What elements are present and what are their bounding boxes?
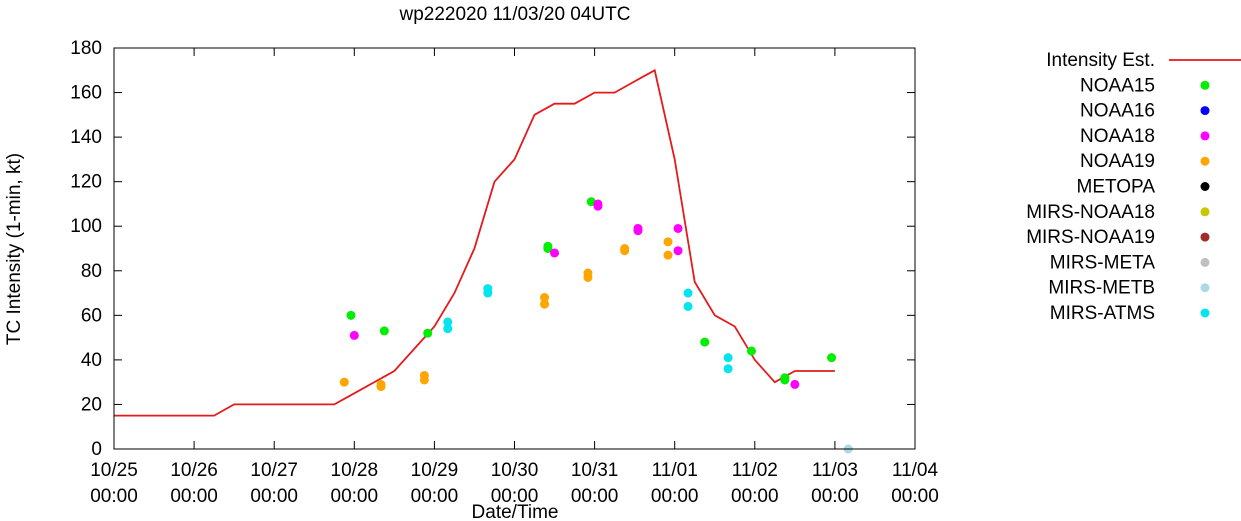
data-point-mirs-atms — [443, 317, 453, 327]
y-tick-label: 60 — [81, 305, 102, 326]
data-point-noaa15 — [543, 244, 553, 253]
data-point-noaa19 — [419, 375, 429, 385]
x-tick-label-date: 10/27 — [250, 460, 298, 481]
x-tick-label-time: 00:00 — [651, 486, 699, 507]
x-tick-label-time: 00:00 — [90, 486, 138, 507]
y-axis-label: TC Intensity (1-min, kt) — [4, 153, 25, 345]
data-point-mirs-atms — [683, 288, 693, 298]
data-point-noaa15 — [700, 337, 710, 347]
chart-title: wp222020 11/03/20 04UTC — [399, 4, 631, 25]
y-tick-label: 0 — [91, 439, 102, 460]
data-point-noaa15 — [746, 346, 756, 356]
data-point-noaa19 — [540, 293, 550, 303]
x-tick-label-time: 00:00 — [170, 486, 218, 507]
y-tick-label: 20 — [81, 394, 102, 415]
legend-swatch-dot — [1200, 106, 1210, 116]
data-point-mirs-atms — [723, 353, 733, 363]
data-point-noaa15 — [780, 375, 790, 385]
legend-swatch-dot — [1200, 182, 1210, 191]
x-axis-label: Date/Time — [472, 502, 559, 521]
x-tick-label-date: 11/02 — [732, 460, 778, 481]
y-tick-label: 40 — [81, 350, 102, 371]
x-tick-label-time: 00:00 — [811, 486, 859, 507]
legend-swatch-dot — [1200, 283, 1210, 293]
legend-swatch-dot — [1200, 232, 1210, 242]
y-tick-label: 100 — [70, 216, 102, 237]
legend: Intensity Est. NOAA15 NOAA16 NOAA18 NOAA19 ME… — [1026, 50, 1241, 324]
data-point-noaa19 — [583, 272, 593, 282]
legend-swatch-dot — [1200, 207, 1210, 217]
data-point-noaa18 — [673, 246, 683, 256]
legend-label: Intensity Est. — [1046, 50, 1155, 71]
y-tick-label: 160 — [70, 83, 102, 104]
x-tick-label-date: 10/28 — [331, 460, 379, 481]
x-tick-label-time: 00:00 — [491, 486, 539, 507]
x-tick-label-date: 10/26 — [170, 460, 218, 481]
plot-frame — [113, 47, 916, 450]
data-point-noaa19 — [663, 250, 673, 260]
x-tick-label-date: 10/30 — [491, 460, 539, 481]
legend-swatch-dot — [1200, 80, 1210, 90]
x-tick-label-date: 10/25 — [90, 460, 138, 481]
legend-label: MIRS-NOAA18 — [1026, 202, 1155, 223]
x-tick-label-time: 00:00 — [250, 486, 298, 507]
data-point-mirs-atms — [443, 324, 453, 334]
data-point-mirs-atms — [683, 301, 693, 311]
data-point-noaa18 — [593, 201, 603, 211]
data-point-noaa19 — [540, 299, 550, 309]
x-tick-label-date: 11/01 — [652, 460, 698, 481]
legend-swatch-dot — [1200, 131, 1210, 141]
data-point-noaa18 — [633, 226, 643, 236]
legend-label: MIRS-METB — [1048, 278, 1155, 299]
data-point-noaa19 — [376, 382, 386, 392]
data-point-noaa18 — [349, 330, 359, 340]
data-point-noaa18 — [673, 223, 683, 233]
x-tick-label-time: 00:00 — [331, 486, 379, 507]
legend-label: NOAA18 — [1080, 126, 1155, 147]
legend-swatch-dot — [1200, 257, 1210, 267]
legend-label: NOAA16 — [1080, 101, 1155, 122]
data-point-noaa15 — [423, 328, 433, 338]
legend-label: METOPA — [1077, 177, 1156, 198]
x-tick-label-date: 10/29 — [411, 460, 459, 481]
data-point-noaa19 — [663, 237, 673, 247]
data-point-noaa18 — [790, 379, 800, 389]
x-tick-label-time: 00:00 — [411, 486, 459, 507]
legend-label: NOAA15 — [1080, 75, 1155, 96]
data-point-mirs-atms — [483, 288, 493, 298]
data-point-noaa15 — [379, 326, 389, 336]
y-tick-label: 80 — [81, 261, 102, 282]
y-tick-label: 140 — [70, 127, 102, 148]
x-tick-label-date: 10/31 — [571, 460, 619, 481]
y-tick-label: 180 — [70, 38, 102, 59]
x-tick-label-date: 11/03 — [812, 460, 858, 481]
data-point-noaa19 — [620, 246, 630, 256]
data-point-noaa15 — [827, 353, 837, 363]
legend-swatch-dot — [1200, 308, 1210, 318]
data-point-noaa18 — [550, 248, 560, 258]
y-tick-label: 120 — [70, 172, 102, 193]
legend-label: MIRS-ATMS — [1050, 303, 1155, 324]
series-layer — [114, 68, 853, 454]
x-tick-label-date: 11/04 — [892, 460, 939, 481]
legend-swatch-dot — [1200, 156, 1210, 166]
intensity-line — [114, 68, 835, 417]
legend-label: NOAA19 — [1080, 151, 1155, 172]
data-point-mirs-atms — [723, 364, 733, 374]
x-tick-label-time: 00:00 — [891, 486, 939, 507]
data-point-noaa15 — [346, 310, 356, 320]
x-tick-label-time: 00:00 — [731, 486, 779, 507]
x-tick-label-time: 00:00 — [571, 486, 619, 507]
axis-ticks: 0 20 40 60 80 100 120 140 160 180 10/25 00:00 10/26 0… — [70, 38, 938, 507]
legend-label: MIRS-NOAA19 — [1026, 227, 1155, 248]
legend-label: MIRS-META — [1050, 252, 1156, 273]
data-point-noaa19 — [339, 377, 349, 387]
